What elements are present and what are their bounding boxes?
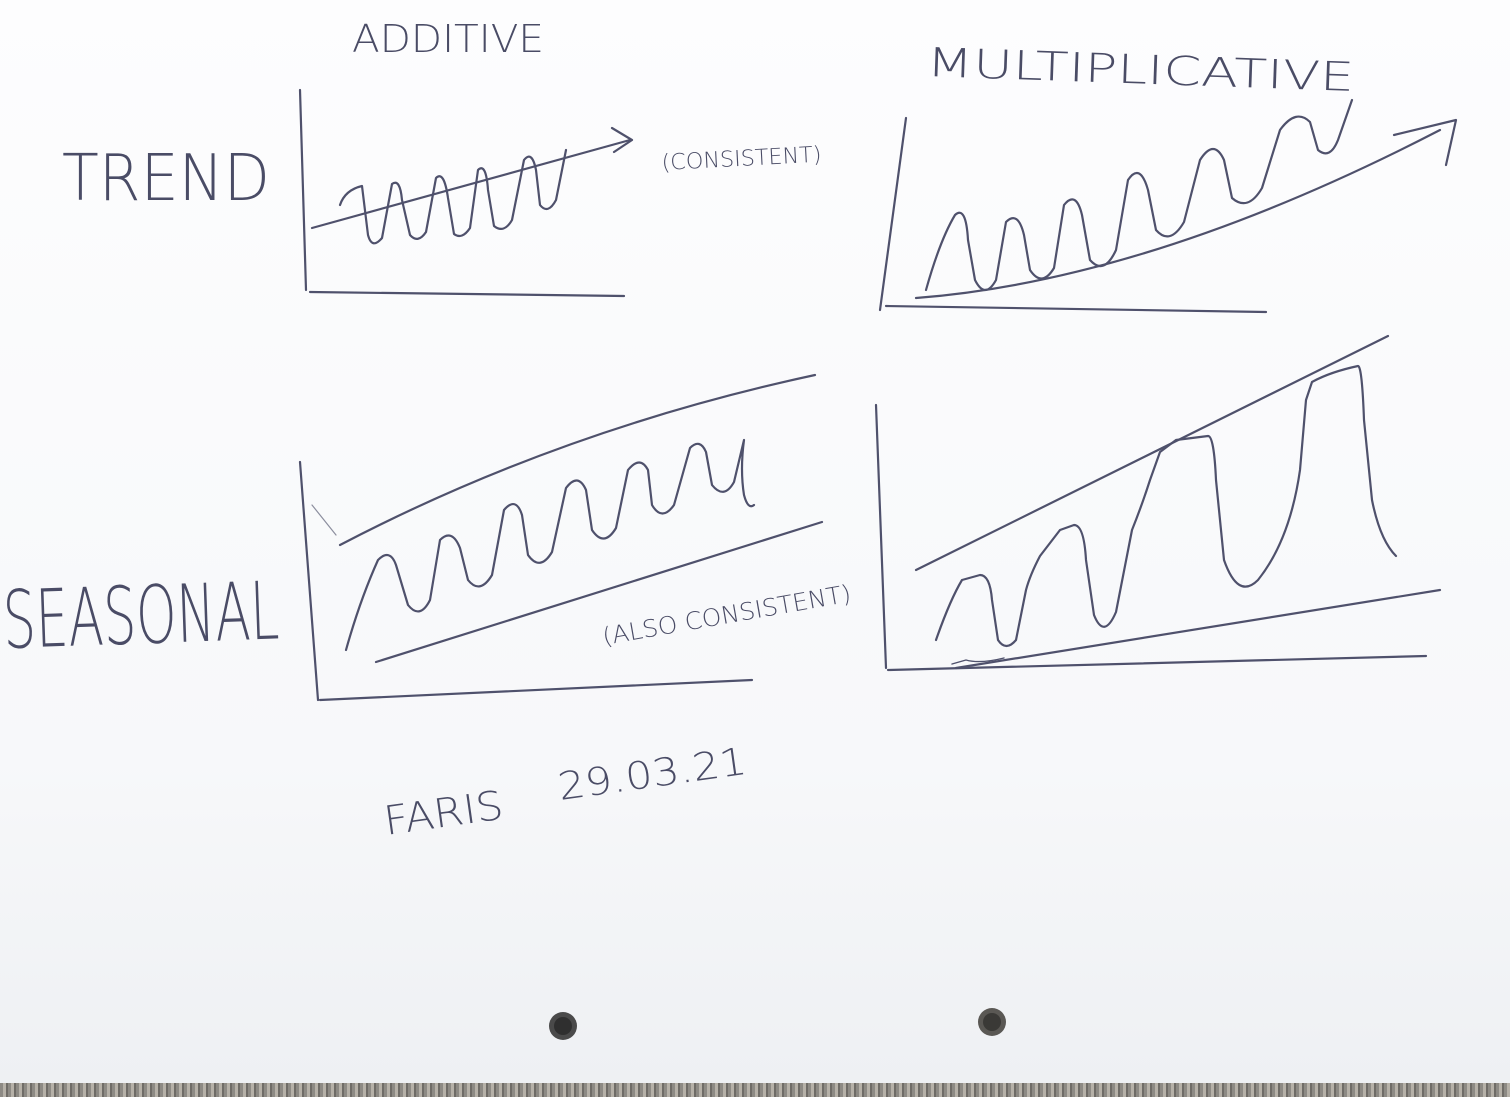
additive-seasonal-sketch (298, 373, 824, 702)
row-label-seasonal: SEASONAL (1, 564, 280, 667)
multiplicative-seasonal-scribble (951, 657, 1005, 665)
additive-seasonal-y-axis (298, 460, 320, 702)
signature-name: FARIS (381, 783, 506, 845)
multiplicative-trend-y-axis (878, 116, 908, 312)
additive-seasonal-wave (344, 438, 756, 652)
carpet-background (0, 1083, 1510, 1097)
multiplicative-seasonal-sketch (874, 334, 1442, 672)
multiplicative-trend-wave (924, 98, 1354, 292)
additive-trend-wave (338, 148, 568, 245)
heading-multiplicative: MULTIPLICATIVE (926, 40, 1355, 101)
additive-trend-sketch (298, 88, 634, 298)
multiplicative-trend-x-axis (884, 304, 1268, 314)
additive-trend-arrowhead (610, 126, 634, 154)
note-also-consistent: (ALSO CONSISTENT) (600, 580, 853, 651)
additive-seasonal-upper-line (338, 373, 817, 547)
additive-trend-line (310, 138, 632, 230)
note-consistent: (CONSISTENT) (661, 143, 822, 176)
heading-additive: ADDITIVE (352, 17, 544, 61)
additive-seasonal-lower-line (374, 520, 824, 664)
punch-hole-right-inner (983, 1013, 1001, 1031)
multiplicative-trend-curve (914, 128, 1442, 300)
multiplicative-seasonal-y-axis (874, 403, 888, 670)
additive-seasonal-tick (311, 504, 337, 536)
punch-hole-left-inner (554, 1017, 572, 1035)
multiplicative-seasonal-lower-line (954, 588, 1442, 670)
multiplicative-seasonal-upper-line (914, 334, 1390, 572)
multiplicative-trend-sketch (878, 98, 1458, 314)
multiplicative-seasonal-wave (934, 364, 1398, 648)
additive-trend-x-axis (308, 290, 626, 298)
multiplicative-seasonal-x-axis (886, 654, 1428, 672)
row-label-trend: TREND (62, 142, 270, 216)
signature-date: 29.03.21 (555, 739, 749, 809)
additive-trend-y-axis (298, 88, 308, 292)
additive-seasonal-x-axis (318, 678, 754, 702)
multiplicative-trend-arrowhead (1392, 118, 1458, 167)
